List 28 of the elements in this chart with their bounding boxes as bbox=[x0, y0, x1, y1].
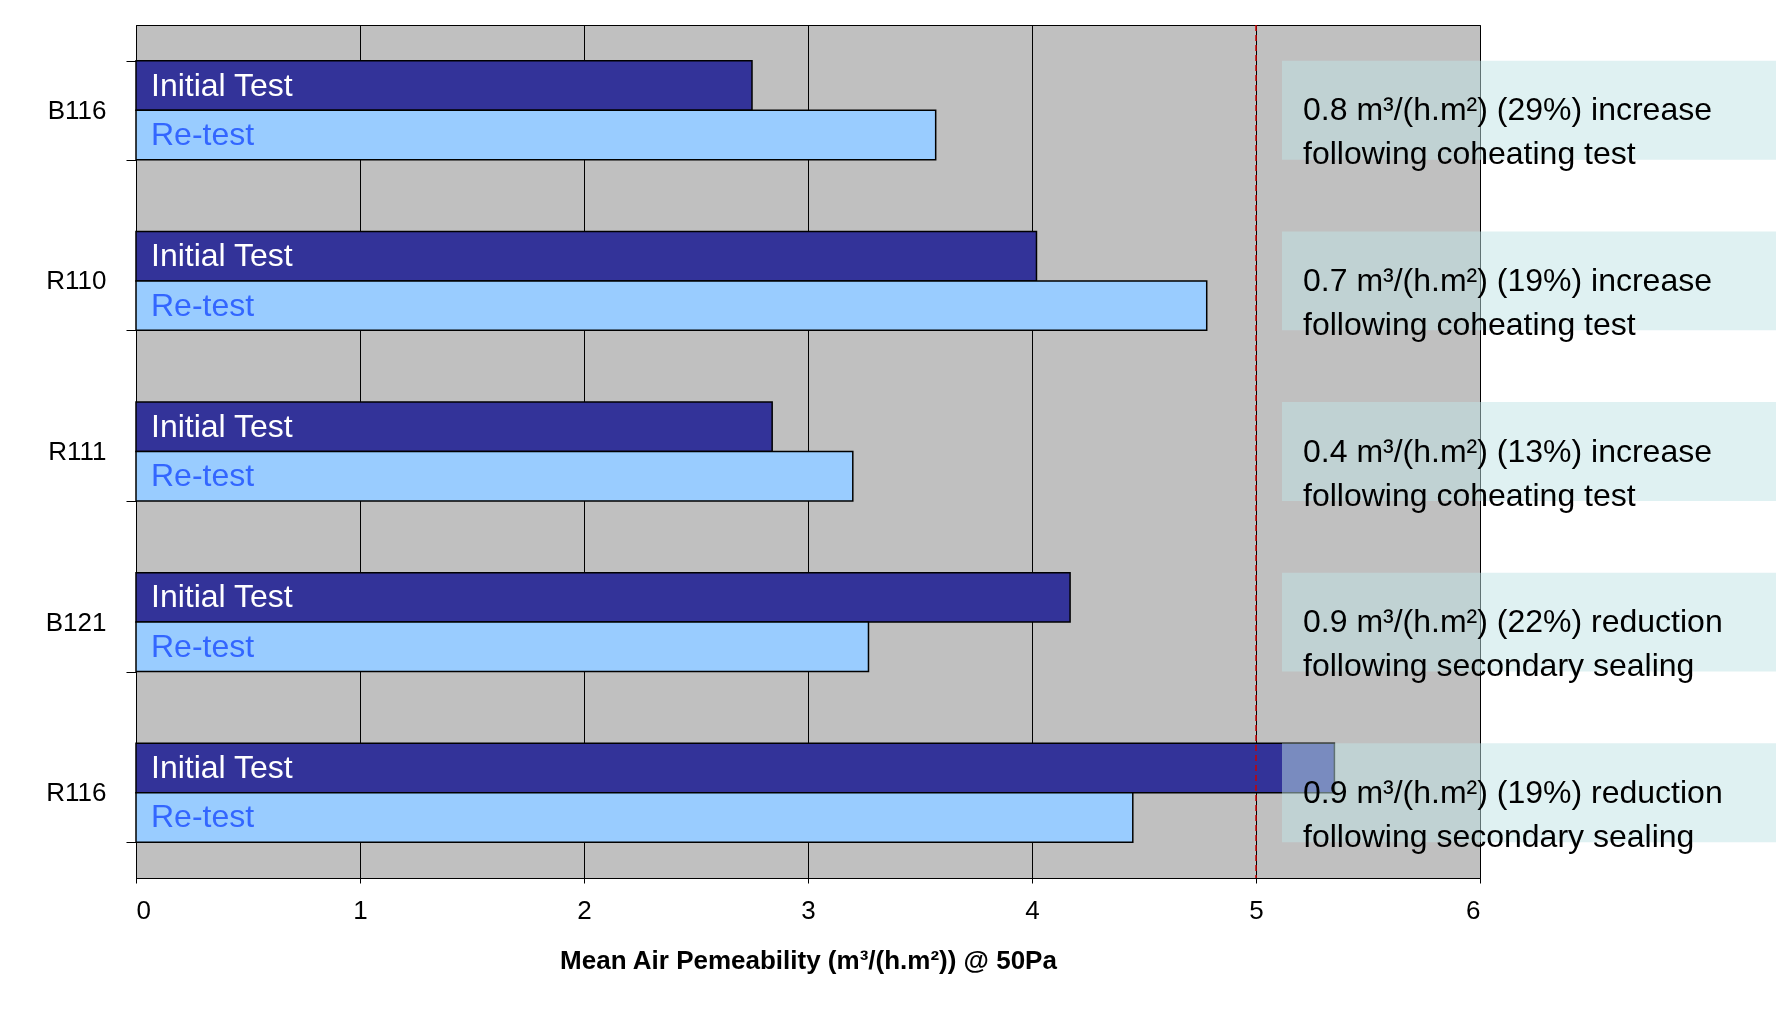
text: Initial Test bbox=[151, 578, 293, 615]
x-tick-label: 3 bbox=[801, 894, 816, 925]
x-tick-label: 5 bbox=[1249, 894, 1264, 925]
x-tick-label: 0 bbox=[136, 894, 151, 925]
x-tick-label: 2 bbox=[577, 894, 592, 925]
text: Re-test bbox=[151, 627, 255, 664]
y-tick-label: R116 bbox=[46, 777, 107, 808]
annotation: 0.9 m³/(h.m²) (19%) reduction following secondary sealing bbox=[1303, 773, 1723, 854]
y-tick-label: R111 bbox=[48, 436, 107, 466]
annotation: 0.4 m³/(h.m²) (13%) increase following coheating test bbox=[1303, 432, 1712, 513]
text: Initial Test bbox=[151, 407, 293, 444]
annotation: 0.8 m³/(h.m²) (29%) increase following coheating test bbox=[1303, 91, 1712, 172]
annotation: 0.9 m³/(h.m²) (22%) reduction following secondary sealing bbox=[1303, 603, 1723, 684]
text: Initial Test bbox=[151, 66, 293, 103]
series-label: Re-test bbox=[151, 116, 255, 153]
text: Re-test bbox=[151, 286, 255, 323]
x-tick-label: 4 bbox=[1025, 894, 1040, 925]
x-axis-title: Mean Air Pemeability (m³/(h.m²)) @ 50Pa bbox=[560, 944, 1058, 975]
text: Initial Test bbox=[151, 748, 293, 785]
series-label: Initial Test bbox=[151, 237, 293, 274]
y-tick-label: R110 bbox=[46, 265, 107, 296]
annotation: 0.7 m³/(h.m²) (19%) increase following coheating test bbox=[1303, 261, 1712, 342]
text: Re-test bbox=[151, 457, 255, 494]
x-tick-label: 6 bbox=[1466, 894, 1481, 925]
x-tick-label: 1 bbox=[353, 894, 368, 925]
y-tick-label: B116 bbox=[47, 94, 107, 125]
y-tick-label: B121 bbox=[45, 606, 107, 637]
text: Re-test bbox=[151, 798, 255, 835]
